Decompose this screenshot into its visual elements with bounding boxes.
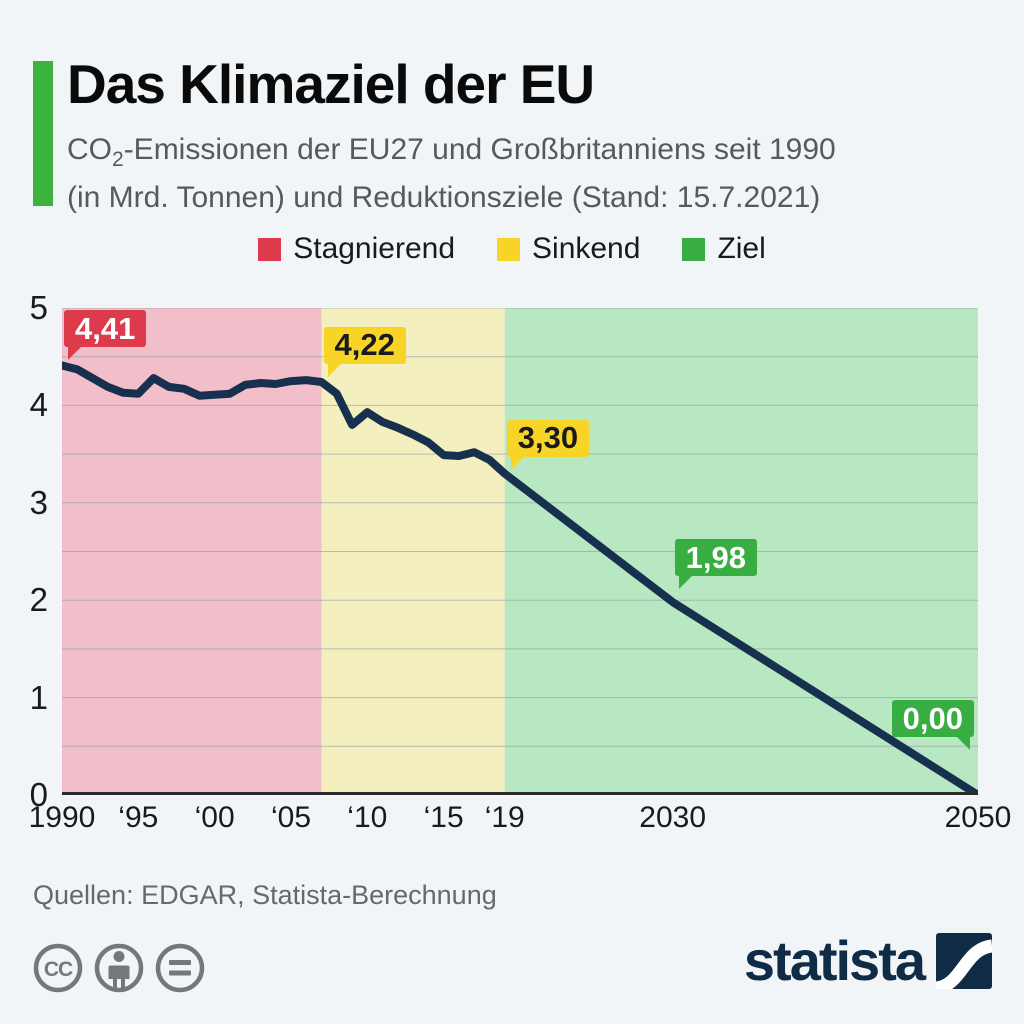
legend-item-stagnierend: Stagnierend bbox=[258, 232, 455, 266]
page-title: Das Klimaziel der EU bbox=[67, 53, 595, 115]
legend-label: Ziel bbox=[717, 232, 766, 265]
x-tick-label: ‘19 bbox=[484, 801, 525, 834]
legend-item-sinkend: Sinkend bbox=[497, 232, 640, 266]
y-tick-label: 0 bbox=[29, 776, 48, 813]
x-tick-label: ‘15 bbox=[423, 801, 464, 834]
y-tick-label: 2 bbox=[29, 581, 48, 619]
y-tick-label: 1 bbox=[29, 678, 48, 716]
x-tick-label: 1990 bbox=[28, 801, 96, 834]
source-text: Quellen: EDGAR, Statista-Berechnung bbox=[33, 880, 497, 910]
subscript-2: 2 bbox=[112, 148, 124, 171]
statista-wordmark: statista bbox=[743, 929, 926, 992]
page-subtitle: CO2-Emissionen der EU27 und Großbritanni… bbox=[67, 131, 836, 217]
statista-logo-mark bbox=[936, 933, 992, 989]
legend-swatch-red bbox=[258, 237, 282, 261]
no-derivatives-icon[interactable] bbox=[155, 943, 205, 993]
x-tick-label: 2050 bbox=[944, 801, 1012, 834]
cc-icon[interactable]: CC bbox=[33, 943, 83, 993]
svg-text:CC: CC bbox=[44, 958, 73, 981]
legend-swatch-yellow bbox=[497, 237, 521, 261]
legend: Stagnierend Sinkend Ziel bbox=[0, 232, 1024, 266]
cc-license-icons[interactable]: CC bbox=[30, 938, 240, 998]
legend-label: Stagnierend bbox=[293, 232, 456, 265]
statista-logo[interactable]: statista bbox=[744, 933, 992, 989]
x-tick-label: ‘00 bbox=[194, 801, 235, 834]
x-tick-label: ‘05 bbox=[270, 801, 312, 834]
x-tick-label: ‘95 bbox=[118, 801, 159, 834]
x-tick-label: 2030 bbox=[639, 801, 707, 834]
y-tick-label: 5 bbox=[29, 289, 48, 326]
subtitle-line2: (in Mrd. Tonnen) und Reduktionsziele (St… bbox=[67, 181, 821, 214]
attribution-icon[interactable] bbox=[94, 943, 144, 993]
emissions-line bbox=[62, 361, 978, 795]
legend-label: Sinkend bbox=[532, 232, 641, 265]
x-tick-label: ‘10 bbox=[347, 801, 388, 834]
legend-item-ziel: Ziel bbox=[682, 232, 766, 266]
accent-bar bbox=[33, 61, 53, 206]
subtitle-line1: CO2-Emissionen der EU27 und Großbritanni… bbox=[67, 133, 836, 171]
plot-area bbox=[62, 308, 978, 795]
y-tick-label: 3 bbox=[29, 483, 48, 521]
legend-swatch-green bbox=[682, 237, 706, 261]
y-tick-label: 4 bbox=[29, 386, 48, 424]
